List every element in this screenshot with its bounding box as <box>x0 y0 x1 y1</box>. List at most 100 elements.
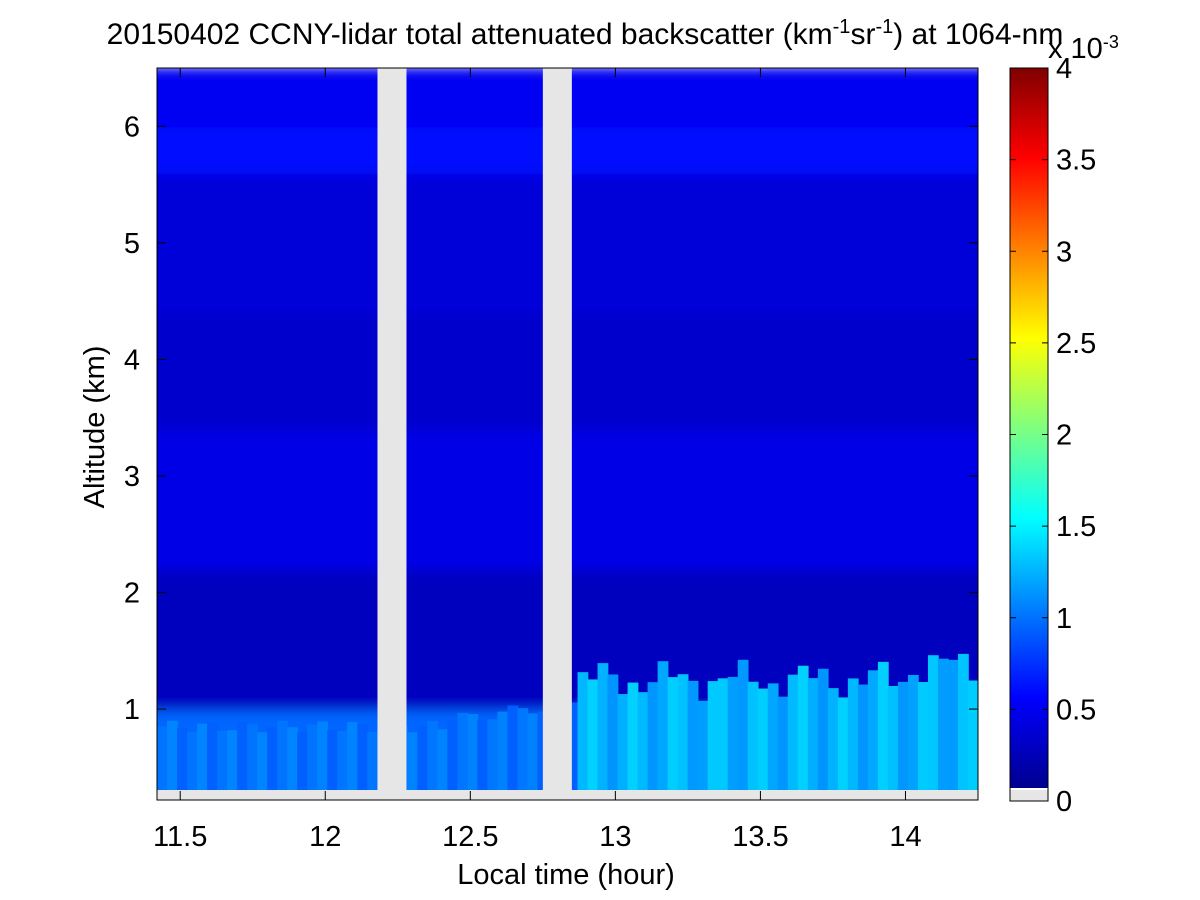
heatmap-column <box>857 684 869 791</box>
heatmap-column <box>677 674 689 791</box>
heatmap-column <box>247 724 258 791</box>
y-tick-label: 2 <box>124 578 140 610</box>
heatmap-column <box>907 674 919 791</box>
heatmap-column <box>277 720 288 791</box>
y-tick-label: 6 <box>124 111 140 143</box>
colorbar-gradient <box>1010 68 1048 788</box>
colorbar-tick-label: 0.5 <box>1056 694 1096 726</box>
x-axis-label: Local time (hour) <box>457 859 675 891</box>
colorbar-multiplier: x 10-3 <box>1048 32 1119 65</box>
heatmap-column <box>197 723 208 791</box>
heatmap-column <box>727 676 739 791</box>
heatmap-column <box>757 688 769 791</box>
heatmap-column <box>637 692 649 791</box>
colorbar-tick-label: 1 <box>1056 603 1072 635</box>
heatmap-column <box>507 705 519 791</box>
heatmap-column <box>317 721 329 791</box>
heatmap-column <box>737 659 749 791</box>
heatmap-column <box>697 700 709 791</box>
heatmap-column <box>817 668 829 791</box>
colorbar-ticks: 0 0.5 1 1.5 2 2.5 3 3.5 4 <box>1010 53 1096 818</box>
chart-title: 20150402 CCNY-lidar total attenuated bac… <box>107 16 1064 51</box>
heatmap-column <box>337 730 349 791</box>
data-gaps <box>377 68 572 800</box>
heatmap-column <box>187 731 198 791</box>
heatmap-column <box>287 727 298 791</box>
heatmap-column <box>967 680 978 791</box>
heatmap-column <box>467 714 479 791</box>
y-tick-label: 3 <box>124 461 140 493</box>
heatmap-column <box>257 732 268 791</box>
heatmap-column <box>717 678 729 791</box>
heatmap-column <box>887 685 899 791</box>
heatmap-column <box>157 726 168 791</box>
heatmap-column <box>437 729 449 791</box>
heatmap-column <box>617 694 629 791</box>
heatmap-column <box>917 682 929 791</box>
x-tick-label: 12 <box>309 821 341 853</box>
heatmap-column <box>587 679 599 791</box>
heatmap-column <box>957 653 969 791</box>
heatmap-column <box>897 681 909 791</box>
heatmap-column <box>497 711 509 791</box>
x-tick-label: 14 <box>889 821 921 853</box>
heatmap-column <box>927 655 939 791</box>
heatmap-column <box>347 722 359 791</box>
heatmap-column <box>867 670 879 791</box>
heatmap-column <box>307 724 318 791</box>
heatmap-column <box>847 678 859 791</box>
heatmap-column <box>787 674 799 791</box>
x-tick-label: 12.5 <box>442 821 498 853</box>
x-tick-label: 13 <box>599 821 631 853</box>
colorbar-zero-swatch <box>1010 790 1048 801</box>
heatmap-column <box>477 719 489 791</box>
heatmap-column <box>707 681 719 791</box>
heatmap-column <box>177 728 188 791</box>
heatmap-column <box>447 719 459 791</box>
heatmap-column <box>797 665 809 791</box>
heatmap-column <box>577 672 589 791</box>
colorbar-tick-label: 2.5 <box>1056 328 1096 360</box>
heatmap-column <box>487 719 499 791</box>
y-axis-ticks: 1 2 3 4 5 6 <box>124 111 978 726</box>
heatmap-column <box>607 674 619 791</box>
heatmap-column <box>657 661 669 791</box>
heatmap-column <box>877 661 889 791</box>
heatmap-column <box>357 723 369 791</box>
data-gap <box>377 68 407 800</box>
colorbar-tick-label: 3.5 <box>1056 145 1096 177</box>
heatmap-column <box>807 678 819 791</box>
heatmap-column <box>417 725 429 791</box>
plot-frame <box>156 67 979 801</box>
heatmap-column <box>947 659 959 791</box>
heatmap-column <box>367 731 379 791</box>
colorbar-tick-label: 2 <box>1056 420 1072 452</box>
heatmap-column <box>777 696 789 791</box>
colorbar-tick-label: 1.5 <box>1056 511 1096 543</box>
heatmap-column <box>747 681 759 791</box>
colorbar-tick-label: 3 <box>1056 236 1072 268</box>
y-tick-label: 4 <box>124 344 140 376</box>
heatmap-column <box>237 721 248 791</box>
heatmap-column <box>457 712 469 791</box>
heatmap-column <box>327 729 339 791</box>
y-tick-label: 5 <box>124 228 140 260</box>
x-axis-ticks: 11.5 12 12.5 13 13.5 14 <box>153 68 922 853</box>
x-tick-label: 11.5 <box>153 821 207 853</box>
colorbar-tick-label: 0 <box>1056 786 1072 818</box>
colorbar-tick-label: 4 <box>1056 53 1072 85</box>
heatmap-column <box>427 721 439 791</box>
heatmap-column <box>627 682 639 791</box>
heatmap-column <box>297 732 308 791</box>
heatmap-column <box>267 727 278 791</box>
heatmap-column <box>837 697 849 791</box>
heatmap-column <box>937 658 949 791</box>
y-axis-label: Altitude (km) <box>79 346 111 509</box>
y-tick-label: 1 <box>124 694 140 726</box>
heatmap-column <box>567 702 579 791</box>
heatmap-column <box>517 708 529 791</box>
heatmap-column <box>687 680 699 791</box>
heatmap-column <box>227 730 238 791</box>
